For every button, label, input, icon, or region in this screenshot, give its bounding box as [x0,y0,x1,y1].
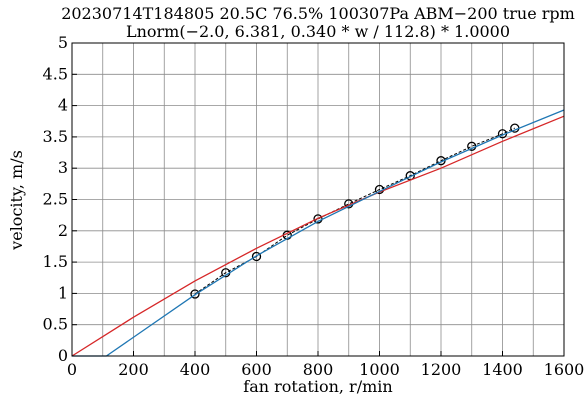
y-tick-label: 0 [58,346,68,365]
measured-series-line [194,127,516,295]
y-tick-label: 0.5 [43,315,68,334]
chart-title: 20230714T184805 20.5C 76.5% 100307Pa ABM… [61,4,575,23]
x-tick-label: 0 [67,360,77,379]
y-tick-label: 5 [58,33,68,52]
x-tick-label: 400 [180,360,211,379]
x-tick-label: 800 [303,360,334,379]
x-tick-label: 600 [241,360,272,379]
y-tick-label: 1 [58,283,68,302]
x-tick-label: 1400 [482,360,523,379]
y-tick-label: 1.5 [43,252,68,271]
y-tick-label: 4 [58,96,68,115]
x-tick-label: 1200 [421,360,462,379]
y-tick-label: 3.5 [43,127,68,146]
y-axis-label: velocity, m/s [7,150,26,251]
data-point [190,289,200,299]
x-axis-label: fan rotation, r/min [243,377,392,396]
y-tick-label: 3 [58,158,68,177]
y-tick-label: 2 [58,221,68,240]
x-tick-label: 200 [118,360,149,379]
ticks: 0 200 400 600 800 1000 1200 1400 1600 0 0.5 1 1.5 2 2.… [43,33,585,379]
grid [71,42,565,357]
fit-line-2 [72,109,565,357]
fit-line-1 [71,115,565,357]
series-layer [71,109,565,357]
chart-subtitle: Lnorm(−2.0, 6.381, 0.340 * w / 112.8) * … [126,22,510,41]
x-tick-label: 1000 [359,360,400,379]
x-tick-label: 1600 [544,360,585,379]
y-tick-label: 2.5 [43,190,68,209]
data-point [251,251,262,262]
y-tick-label: 4.5 [43,64,68,83]
